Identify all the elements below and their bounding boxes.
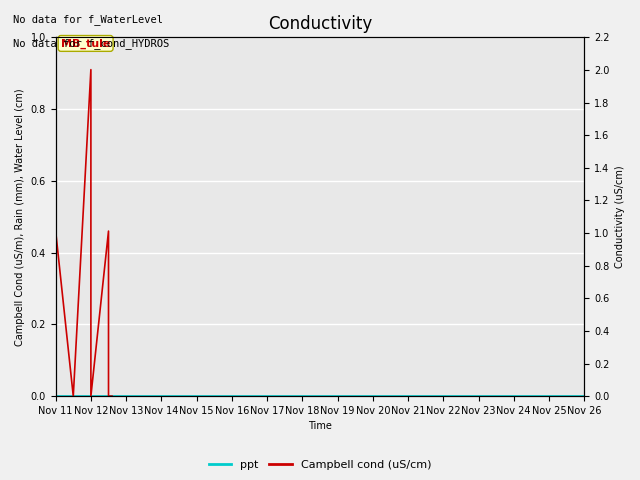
- Text: No data for f_WaterLevel: No data for f_WaterLevel: [13, 14, 163, 25]
- X-axis label: Time: Time: [308, 421, 332, 432]
- Text: MB_tule: MB_tule: [61, 38, 110, 48]
- Title: Conductivity: Conductivity: [268, 15, 372, 33]
- Y-axis label: Conductivity (uS/cm): Conductivity (uS/cm): [615, 166, 625, 268]
- Legend: ppt, Campbell cond (uS/cm): ppt, Campbell cond (uS/cm): [204, 456, 436, 474]
- Text: No data for f_cond_HYDROS: No data for f_cond_HYDROS: [13, 38, 169, 49]
- Y-axis label: Campbell Cond (uS/m), Rain (mm), Water Level (cm): Campbell Cond (uS/m), Rain (mm), Water L…: [15, 88, 25, 346]
